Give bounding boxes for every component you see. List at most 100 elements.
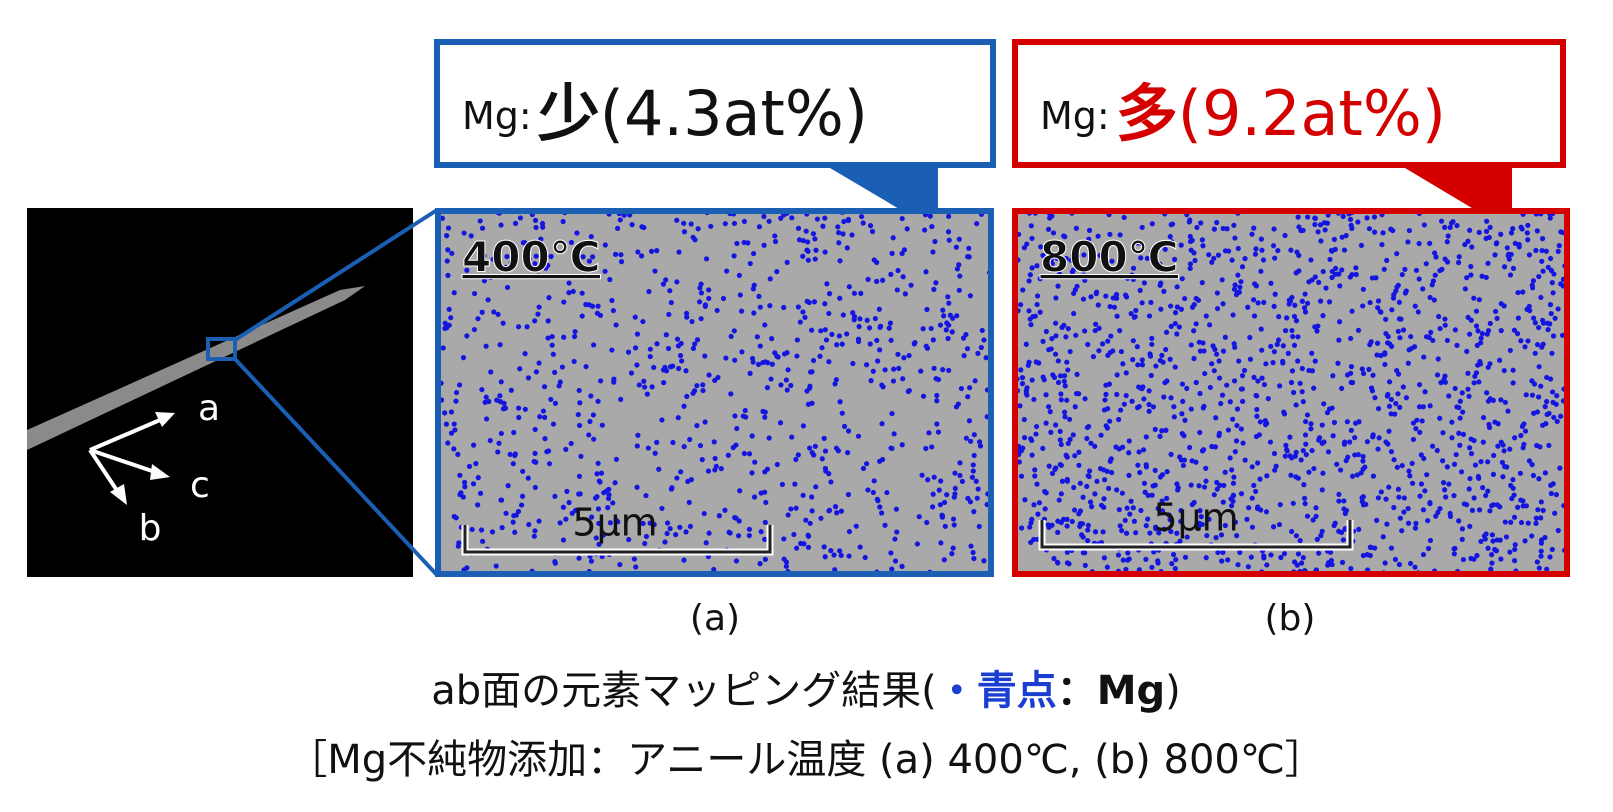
dot xyxy=(1102,555,1107,560)
dot xyxy=(1457,443,1462,448)
dot xyxy=(1300,389,1305,394)
dot xyxy=(1485,489,1490,494)
dot xyxy=(533,218,538,223)
dot xyxy=(864,461,869,466)
dot xyxy=(449,431,454,436)
dot xyxy=(773,239,778,244)
dot xyxy=(1545,412,1550,417)
dot xyxy=(1197,430,1202,435)
dot xyxy=(807,384,812,389)
dot xyxy=(871,490,876,495)
dot xyxy=(684,394,689,399)
dot xyxy=(499,431,504,436)
dot xyxy=(1502,368,1507,373)
dot xyxy=(1402,267,1407,272)
dot xyxy=(444,233,449,238)
dot xyxy=(899,564,904,569)
dot xyxy=(702,511,707,516)
dot xyxy=(445,258,450,263)
dot xyxy=(1020,375,1025,380)
dot xyxy=(1485,546,1490,551)
dot xyxy=(1549,311,1554,316)
dot xyxy=(1334,462,1339,467)
dot xyxy=(835,224,840,229)
dot xyxy=(1091,354,1096,359)
dot xyxy=(1543,470,1548,475)
dot xyxy=(1201,404,1206,409)
dot xyxy=(1340,560,1345,565)
dot xyxy=(532,318,537,323)
dot xyxy=(1101,496,1106,501)
dot xyxy=(813,256,818,261)
dot xyxy=(1264,509,1269,514)
dot xyxy=(1235,273,1240,278)
dot xyxy=(1250,496,1255,501)
dot xyxy=(571,289,576,294)
dot xyxy=(1383,560,1388,565)
dot xyxy=(1406,468,1411,473)
dot xyxy=(957,273,962,278)
dot xyxy=(1497,358,1502,363)
dot xyxy=(1164,330,1169,335)
dot xyxy=(698,443,703,448)
dot xyxy=(1058,391,1063,396)
dot xyxy=(785,367,790,372)
dot xyxy=(1055,519,1060,524)
dot xyxy=(1200,280,1205,285)
dot xyxy=(906,389,911,394)
dot xyxy=(1290,334,1295,339)
dot xyxy=(1150,221,1155,226)
dot xyxy=(1022,245,1027,250)
dot xyxy=(1076,450,1081,455)
dot xyxy=(1105,565,1110,570)
dot xyxy=(1428,538,1433,543)
dot xyxy=(1441,480,1446,485)
dot xyxy=(546,318,551,323)
dot xyxy=(1044,490,1049,495)
dot xyxy=(696,226,701,231)
dot xyxy=(1534,516,1539,521)
dot xyxy=(646,289,651,294)
dot xyxy=(1041,374,1046,379)
dot xyxy=(723,221,728,226)
dot xyxy=(737,518,742,523)
dot xyxy=(1539,248,1544,253)
dot xyxy=(1251,226,1256,231)
dot xyxy=(1289,328,1294,333)
dot xyxy=(1394,284,1399,289)
dot xyxy=(587,419,592,424)
dot xyxy=(1212,368,1217,373)
dot xyxy=(1487,508,1492,513)
dot xyxy=(1196,298,1201,303)
dot xyxy=(802,315,807,320)
dot xyxy=(1498,556,1503,561)
dot xyxy=(724,268,729,273)
dot xyxy=(1401,327,1406,332)
dot xyxy=(1258,419,1263,424)
dot xyxy=(1416,309,1421,314)
dot xyxy=(1231,223,1236,228)
dot xyxy=(751,310,756,315)
dot xyxy=(731,253,736,258)
dot xyxy=(1478,361,1483,366)
dot xyxy=(1259,376,1264,381)
dot xyxy=(797,237,802,242)
dot xyxy=(1308,426,1313,431)
dot xyxy=(1536,325,1541,330)
dot xyxy=(1353,265,1358,270)
dot xyxy=(1399,528,1404,533)
dot xyxy=(1417,382,1422,387)
dot xyxy=(1103,392,1108,397)
dot xyxy=(1065,560,1070,565)
dot xyxy=(1251,483,1256,488)
dot xyxy=(1065,479,1070,484)
dot xyxy=(1146,402,1151,407)
dot xyxy=(891,367,896,372)
dot xyxy=(1217,375,1222,380)
dot xyxy=(967,385,972,390)
dot xyxy=(1062,414,1067,419)
dot xyxy=(600,423,605,428)
dot xyxy=(1359,495,1364,500)
dot xyxy=(1479,335,1484,340)
dot xyxy=(1491,472,1496,477)
